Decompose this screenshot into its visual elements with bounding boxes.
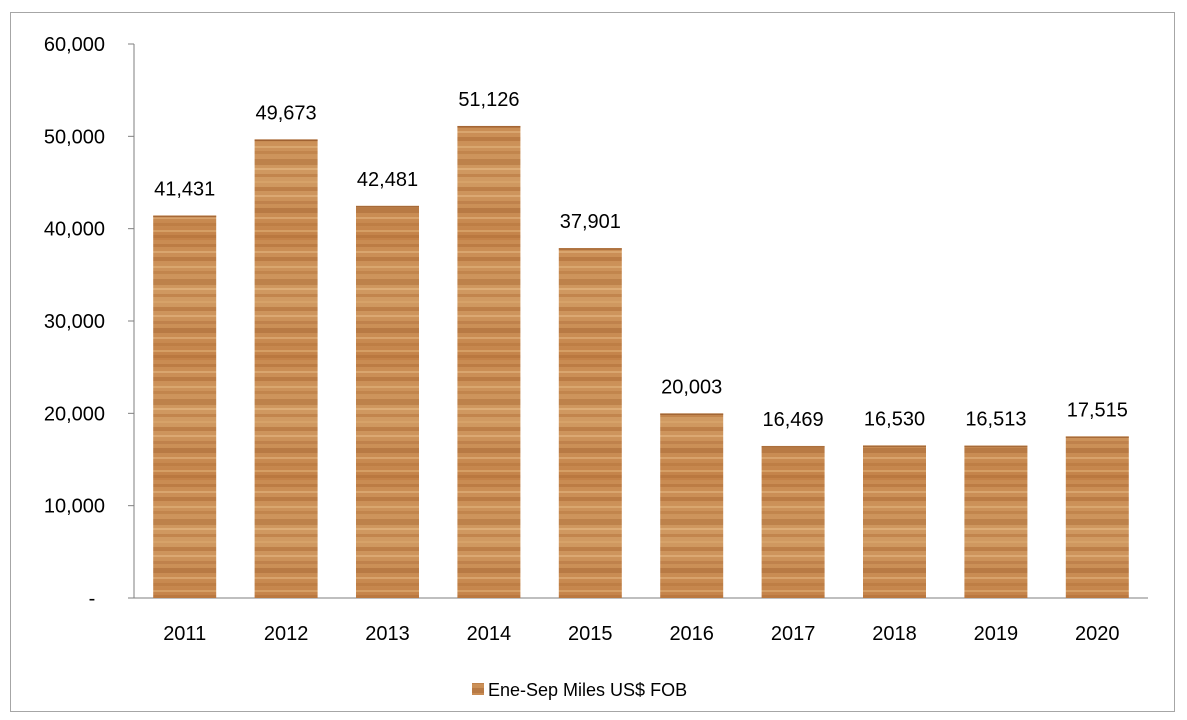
bar	[964, 445, 1028, 598]
x-tick-label: 2016	[669, 623, 714, 645]
x-tick-label: 2017	[771, 623, 816, 645]
data-label: 16,513	[965, 409, 1026, 431]
legend: Ene-Sep Miles US$ FOB	[472, 680, 687, 700]
bar	[153, 215, 217, 598]
y-tick-label: 40,000	[44, 219, 105, 241]
data-label: 17,515	[1067, 399, 1128, 421]
x-tick-label: 2013	[365, 623, 410, 645]
x-tick-label: 2018	[872, 623, 917, 645]
y-tick-label: 50,000	[44, 126, 105, 148]
bar	[254, 139, 318, 598]
bar	[558, 248, 622, 599]
y-tick-label: -	[89, 588, 96, 610]
bar	[457, 125, 521, 599]
y-tick-label: 60,000	[44, 34, 105, 56]
bars-group	[153, 125, 1129, 599]
x-tick-label: 2015	[568, 623, 613, 645]
bar	[1065, 436, 1129, 598]
x-tick-label: 2019	[974, 623, 1019, 645]
x-tick-label: 2011	[163, 623, 206, 645]
y-tick-label: 20,000	[44, 403, 105, 425]
data-label: 20,003	[661, 376, 722, 398]
bar	[660, 413, 724, 598]
data-label: 49,673	[256, 102, 317, 124]
legend-swatch	[472, 683, 484, 695]
data-label: 16,469	[763, 409, 824, 431]
data-label: 37,901	[560, 211, 621, 233]
legend-label: Ene-Sep Miles US$ FOB	[488, 680, 687, 700]
y-tick-label: 10,000	[44, 496, 105, 518]
bar	[356, 205, 419, 598]
x-tick-label: 2020	[1075, 623, 1120, 645]
bar	[863, 445, 926, 598]
bar	[761, 445, 825, 598]
data-label: 41,431	[154, 178, 215, 200]
data-label: 51,126	[458, 89, 519, 111]
x-tick-label: 2014	[467, 623, 512, 645]
axes: - 10,000 20,000 30,000 40,000 50,000 60,000 201…	[44, 34, 1148, 645]
data-label: 16,530	[864, 408, 925, 430]
data-labels-group: 41,431 49,673 42,481 51,126 37,901 20,003 16,4…	[154, 89, 1128, 431]
y-tick-label: 30,000	[44, 311, 105, 333]
data-label: 42,481	[357, 169, 418, 191]
x-tick-label: 2012	[264, 623, 309, 645]
